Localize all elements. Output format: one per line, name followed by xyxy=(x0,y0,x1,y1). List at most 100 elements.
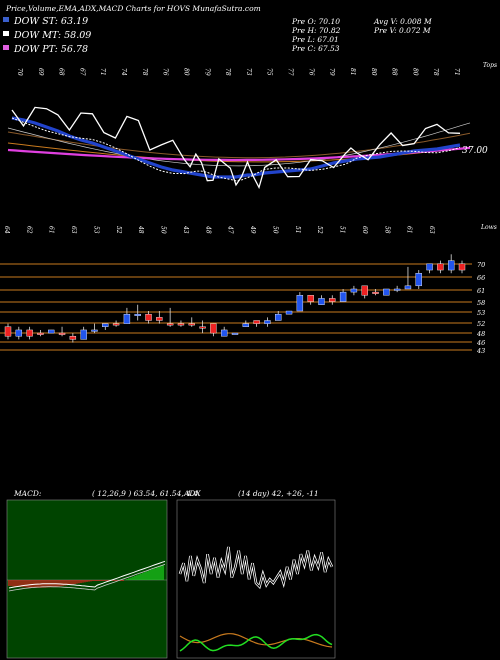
adx-line-inner xyxy=(179,546,333,588)
candle-down xyxy=(4,326,12,337)
candle-down xyxy=(329,298,336,302)
price-level-label: 43 xyxy=(476,347,485,355)
ema-legend: DOW ST: 63.19 DOW MT: 58.09 DOW PT: 56.7… xyxy=(3,16,91,55)
top-axis-label: 81 xyxy=(349,68,356,76)
top-axis-label: 70 xyxy=(16,68,23,76)
candle-down xyxy=(177,323,185,326)
adx-panel: ADX (14 day) 42, +26, -11 xyxy=(176,489,336,659)
adx-label: ADX xyxy=(183,489,201,498)
candle-up xyxy=(447,260,455,271)
low-axis-label: 50 xyxy=(160,226,167,234)
adx-minus-di-line xyxy=(179,633,333,648)
ema-st-label: DOW ST: 63.19 xyxy=(13,16,88,27)
macd-params: ( 12,26,9 ) 63.54, 61.54, 4.4 xyxy=(92,489,198,498)
price-level-label: 66 xyxy=(477,274,485,282)
candle-down xyxy=(188,323,195,326)
price-level-label: 52 xyxy=(477,320,485,328)
pre-close: Pre C: 67.53 xyxy=(291,44,340,53)
pre-high: Pre H: 70.82 xyxy=(291,26,341,35)
top-axis-label: 80 xyxy=(370,68,377,76)
ema-mt-swatch xyxy=(3,31,9,36)
candle-down xyxy=(210,323,217,334)
low-axis-label: 48 xyxy=(137,225,144,234)
price-level-label: 53 xyxy=(477,309,485,317)
top-axis-label: 73 xyxy=(245,68,252,76)
candle-up xyxy=(264,320,271,324)
price-level-label: 48 xyxy=(476,330,485,338)
low-axis-label: 51 xyxy=(294,226,301,234)
candle-down xyxy=(372,291,379,294)
candle-up xyxy=(15,329,23,337)
price-level-label: 61 xyxy=(477,287,485,295)
current-value-label: 37.00 xyxy=(462,146,488,156)
top-axis-label: 76 xyxy=(307,68,314,76)
candle-down xyxy=(58,332,66,335)
candle-up xyxy=(102,323,109,327)
price-line xyxy=(11,106,461,190)
candle-up xyxy=(134,313,141,316)
candle-up xyxy=(220,329,228,337)
macd-label: MACD: xyxy=(13,489,42,498)
candle-up xyxy=(242,323,250,327)
candle-up xyxy=(339,291,347,302)
top-axis-label: 78 xyxy=(141,68,148,76)
top-axis-label: 76 xyxy=(162,68,169,76)
pre-open: Pre O: 70.10 xyxy=(291,17,340,26)
price-stats: Pre O: 70.10 Pre H: 70.82 Pre L: 67.01 P… xyxy=(291,17,432,53)
low-axis-label: 49 xyxy=(249,225,256,234)
low-axis-label: 63 xyxy=(70,226,77,234)
top-axis-label: 78 xyxy=(224,68,231,76)
top-axis-label: 79 xyxy=(328,68,335,76)
top-axis-label: 68 xyxy=(58,68,65,76)
low-axis-label: 61 xyxy=(406,226,413,234)
top-axis-label: 67 xyxy=(78,68,85,76)
candle-down xyxy=(307,295,314,302)
candle-up xyxy=(80,329,87,340)
candle-up xyxy=(383,288,390,296)
low-axis-label: 52 xyxy=(316,226,323,234)
candle-up xyxy=(350,288,358,293)
macd-line xyxy=(8,560,166,589)
candle-down xyxy=(37,332,44,335)
candle-up xyxy=(123,313,131,324)
ema-thin-line xyxy=(7,122,471,167)
candle-up xyxy=(404,285,412,290)
low-axis-label: 43 xyxy=(182,225,189,234)
candle-down xyxy=(112,323,120,326)
pre-volume: Pre V: 0.072 M xyxy=(373,26,431,35)
adx-params: (14 day) 42, +26, -11 xyxy=(238,489,319,498)
ema-mt-line xyxy=(11,117,461,182)
candle-up xyxy=(318,298,325,305)
ema-panel: 70 69 68 67 71 74 78 76 80 79 78 73 75 77 76 79 81 80 88 80… xyxy=(7,62,497,190)
low-axis-label: 48 xyxy=(204,225,211,234)
price-level-label: 70 xyxy=(477,261,485,269)
ema-mt-label: DOW MT: 58.09 xyxy=(13,30,91,41)
top-axis-label: 75 xyxy=(266,68,273,76)
candle-down xyxy=(145,313,152,321)
low-axis-label: 58 xyxy=(383,226,390,234)
candle-up xyxy=(91,329,98,332)
price-level-label: 46 xyxy=(476,339,485,347)
ema-pt-swatch xyxy=(3,45,9,50)
low-axis-end-label: Lows xyxy=(480,224,497,231)
candle-up xyxy=(285,310,293,315)
ema-pt-label: DOW PT: 56.78 xyxy=(13,44,88,55)
top-axis-label: 69 xyxy=(37,68,44,76)
candle-up xyxy=(426,263,433,271)
candle-up xyxy=(415,273,422,287)
candle-down xyxy=(458,263,466,271)
candlestick-panel: 64 62 61 63 53 52 48 50 43 48 47 49 50 51 52 51 60 58 61 63… xyxy=(0,224,497,355)
candle-up xyxy=(296,295,304,312)
candle-down xyxy=(26,329,33,337)
chart-title: Price,Volume,EMA,ADX,MACD Charts for HOV… xyxy=(5,4,261,13)
candle-up xyxy=(231,332,239,335)
top-axis-end-label: Tops xyxy=(483,62,497,69)
macd-frame xyxy=(6,499,168,659)
ema-st-line xyxy=(11,116,461,179)
top-axis-label: 74 xyxy=(120,68,127,76)
low-axis-label: 64 xyxy=(3,226,10,234)
candle-down xyxy=(199,326,206,329)
top-axis-label: 80 xyxy=(411,68,418,76)
top-axis-label: 80 xyxy=(182,68,189,76)
